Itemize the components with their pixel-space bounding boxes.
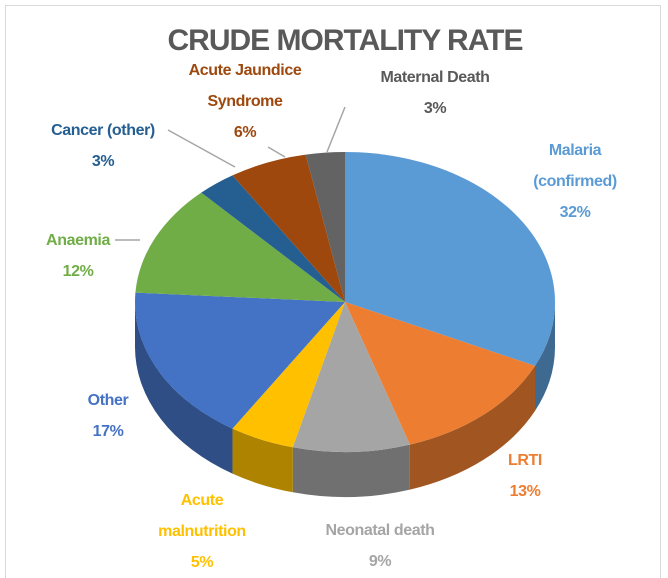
data-label: Acute Jaundice Syndrome 6% [175,55,315,148]
value-label: 13% [509,483,541,500]
category-label: Malaria (confirmed) [533,142,617,190]
category-label: Other [87,392,129,409]
data-label: Acute malnutrition 5% [147,485,257,578]
slice [135,192,345,302]
category-label: Acute Jaundice Syndrome [188,62,302,110]
value-label: 12% [62,263,94,280]
slice [232,302,345,448]
category-label: Anaemia [46,232,110,249]
category-label: Cancer (other) [51,122,155,139]
slice [305,152,345,302]
slice [135,292,345,429]
value-label: 6% [233,124,257,141]
data-label: Anaemia 12% [28,225,128,287]
slice [201,175,345,302]
slice [345,152,555,366]
leader-line [326,106,346,153]
slice-side [535,302,555,411]
chart-title: CRUDE MORTALITY RATE [167,24,524,57]
data-label: LRTI 13% [475,445,575,507]
slice [232,154,345,302]
data-label: Neonatal death 9% [280,515,480,577]
chart-frame [5,5,661,578]
slice-side [409,365,536,490]
value-label: 9% [368,553,392,570]
category-label: Maternal Death [380,69,490,86]
data-label: Malaria (confirmed) 32% [520,135,630,228]
category-label: Acute malnutrition [158,492,246,540]
value-label: 17% [92,423,124,440]
value-label: 32% [559,204,591,221]
slice [292,302,410,452]
slice [345,302,536,445]
slice-side [232,428,293,493]
data-label: Maternal Death 3% [355,62,515,124]
value-label: 3% [91,153,115,170]
slice-side [135,302,233,474]
leader-line [167,129,236,168]
slice-side [292,444,410,497]
value-label: 5% [190,554,214,571]
leader-line [267,146,286,158]
value-label: 3% [423,100,447,117]
category-label: LRTI [508,452,542,469]
data-label: Cancer (other) 3% [28,115,178,177]
category-label: Neonatal death [325,522,435,539]
data-label: Other 17% [58,385,158,447]
